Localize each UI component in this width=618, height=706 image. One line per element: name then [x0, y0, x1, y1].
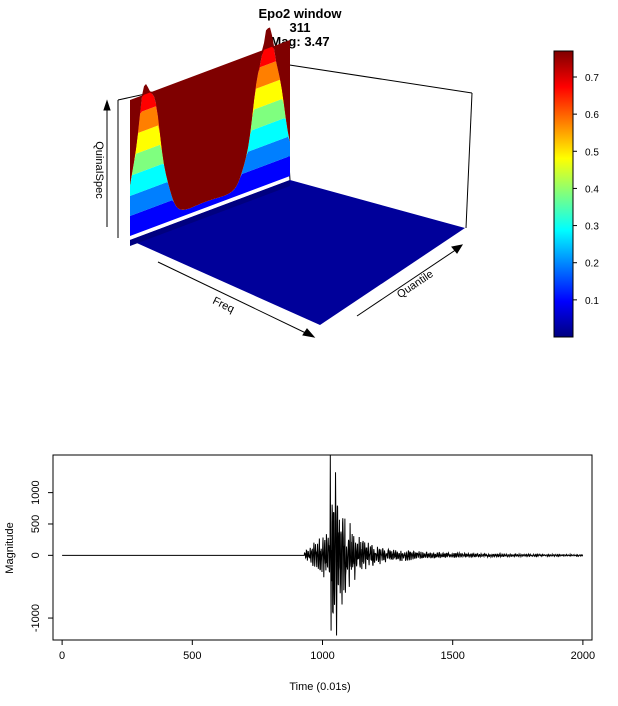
colorbar: 0.1 0.2 0.3 0.4 0.5 0.6 0.7	[553, 50, 599, 338]
qspec-axis-arrowhead	[103, 99, 111, 111]
colorbar-ticks: 0.1 0.2 0.3 0.4 0.5 0.6 0.7	[573, 73, 599, 307]
y-tick-label: -1000	[30, 604, 42, 632]
x-tick-label: 0	[59, 650, 65, 662]
waveform-line	[62, 454, 584, 636]
quantile-axis-label: Quantile	[395, 268, 436, 301]
surface-band	[130, 136, 290, 216]
surface-front-edge	[130, 180, 290, 246]
y-tick-label: 1000	[30, 480, 42, 504]
freq-axis-line	[157, 261, 313, 337]
surface-layers	[130, 27, 290, 246]
colorbar-tick-label: 0.7	[585, 73, 599, 84]
x-tick-label: 500	[183, 650, 201, 662]
qspec-axis-label: QuinaISpec	[93, 141, 105, 199]
y-axis-label: Magnitude	[4, 522, 16, 573]
x-tick-label: 1000	[310, 650, 334, 662]
colorbar-tick-label: 0.1	[585, 296, 599, 307]
surface-floor	[130, 180, 465, 325]
x-axis: 0 500 1000 1500 2000	[59, 640, 595, 662]
box-edge-right	[465, 92, 473, 229]
colorbar-tick-label: 0.5	[585, 147, 599, 158]
surface-band	[130, 27, 290, 210]
quantile-axis-line	[356, 246, 461, 317]
y-tick-label: 0	[30, 552, 42, 558]
title-line-2: 311	[289, 20, 311, 35]
colorbar-tick-label: 0.2	[585, 259, 599, 270]
y-axis: -1000 0 500 1000	[30, 480, 53, 632]
colorbar-bar	[553, 50, 574, 338]
axis-quantile	[356, 244, 464, 317]
axis-freq	[157, 261, 316, 338]
x-tick-label: 1500	[440, 650, 464, 662]
title-line-1: Epo2 window	[258, 6, 342, 21]
y-tick-label: 500	[30, 515, 42, 533]
colorbar-tick-label: 0.6	[585, 110, 599, 121]
axis-qspec	[103, 99, 111, 227]
surface-band	[130, 156, 290, 236]
surface-plot: Freq Quantile QuinaISpec	[93, 27, 473, 338]
freq-axis-arrowhead	[302, 328, 316, 338]
x-tick-label: 2000	[571, 650, 595, 662]
colorbar-tick-label: 0.4	[585, 184, 599, 195]
quantile-axis-arrowhead	[451, 244, 464, 254]
x-axis-label: Time (0.01s)	[289, 681, 350, 693]
seismogram-chart: 0 500 1000 1500 2000 -1000 0 500 1000 Time (0.0…	[4, 454, 595, 693]
colorbar-tick-label: 0.3	[585, 222, 599, 233]
box-edge-top-right	[282, 63, 473, 94]
